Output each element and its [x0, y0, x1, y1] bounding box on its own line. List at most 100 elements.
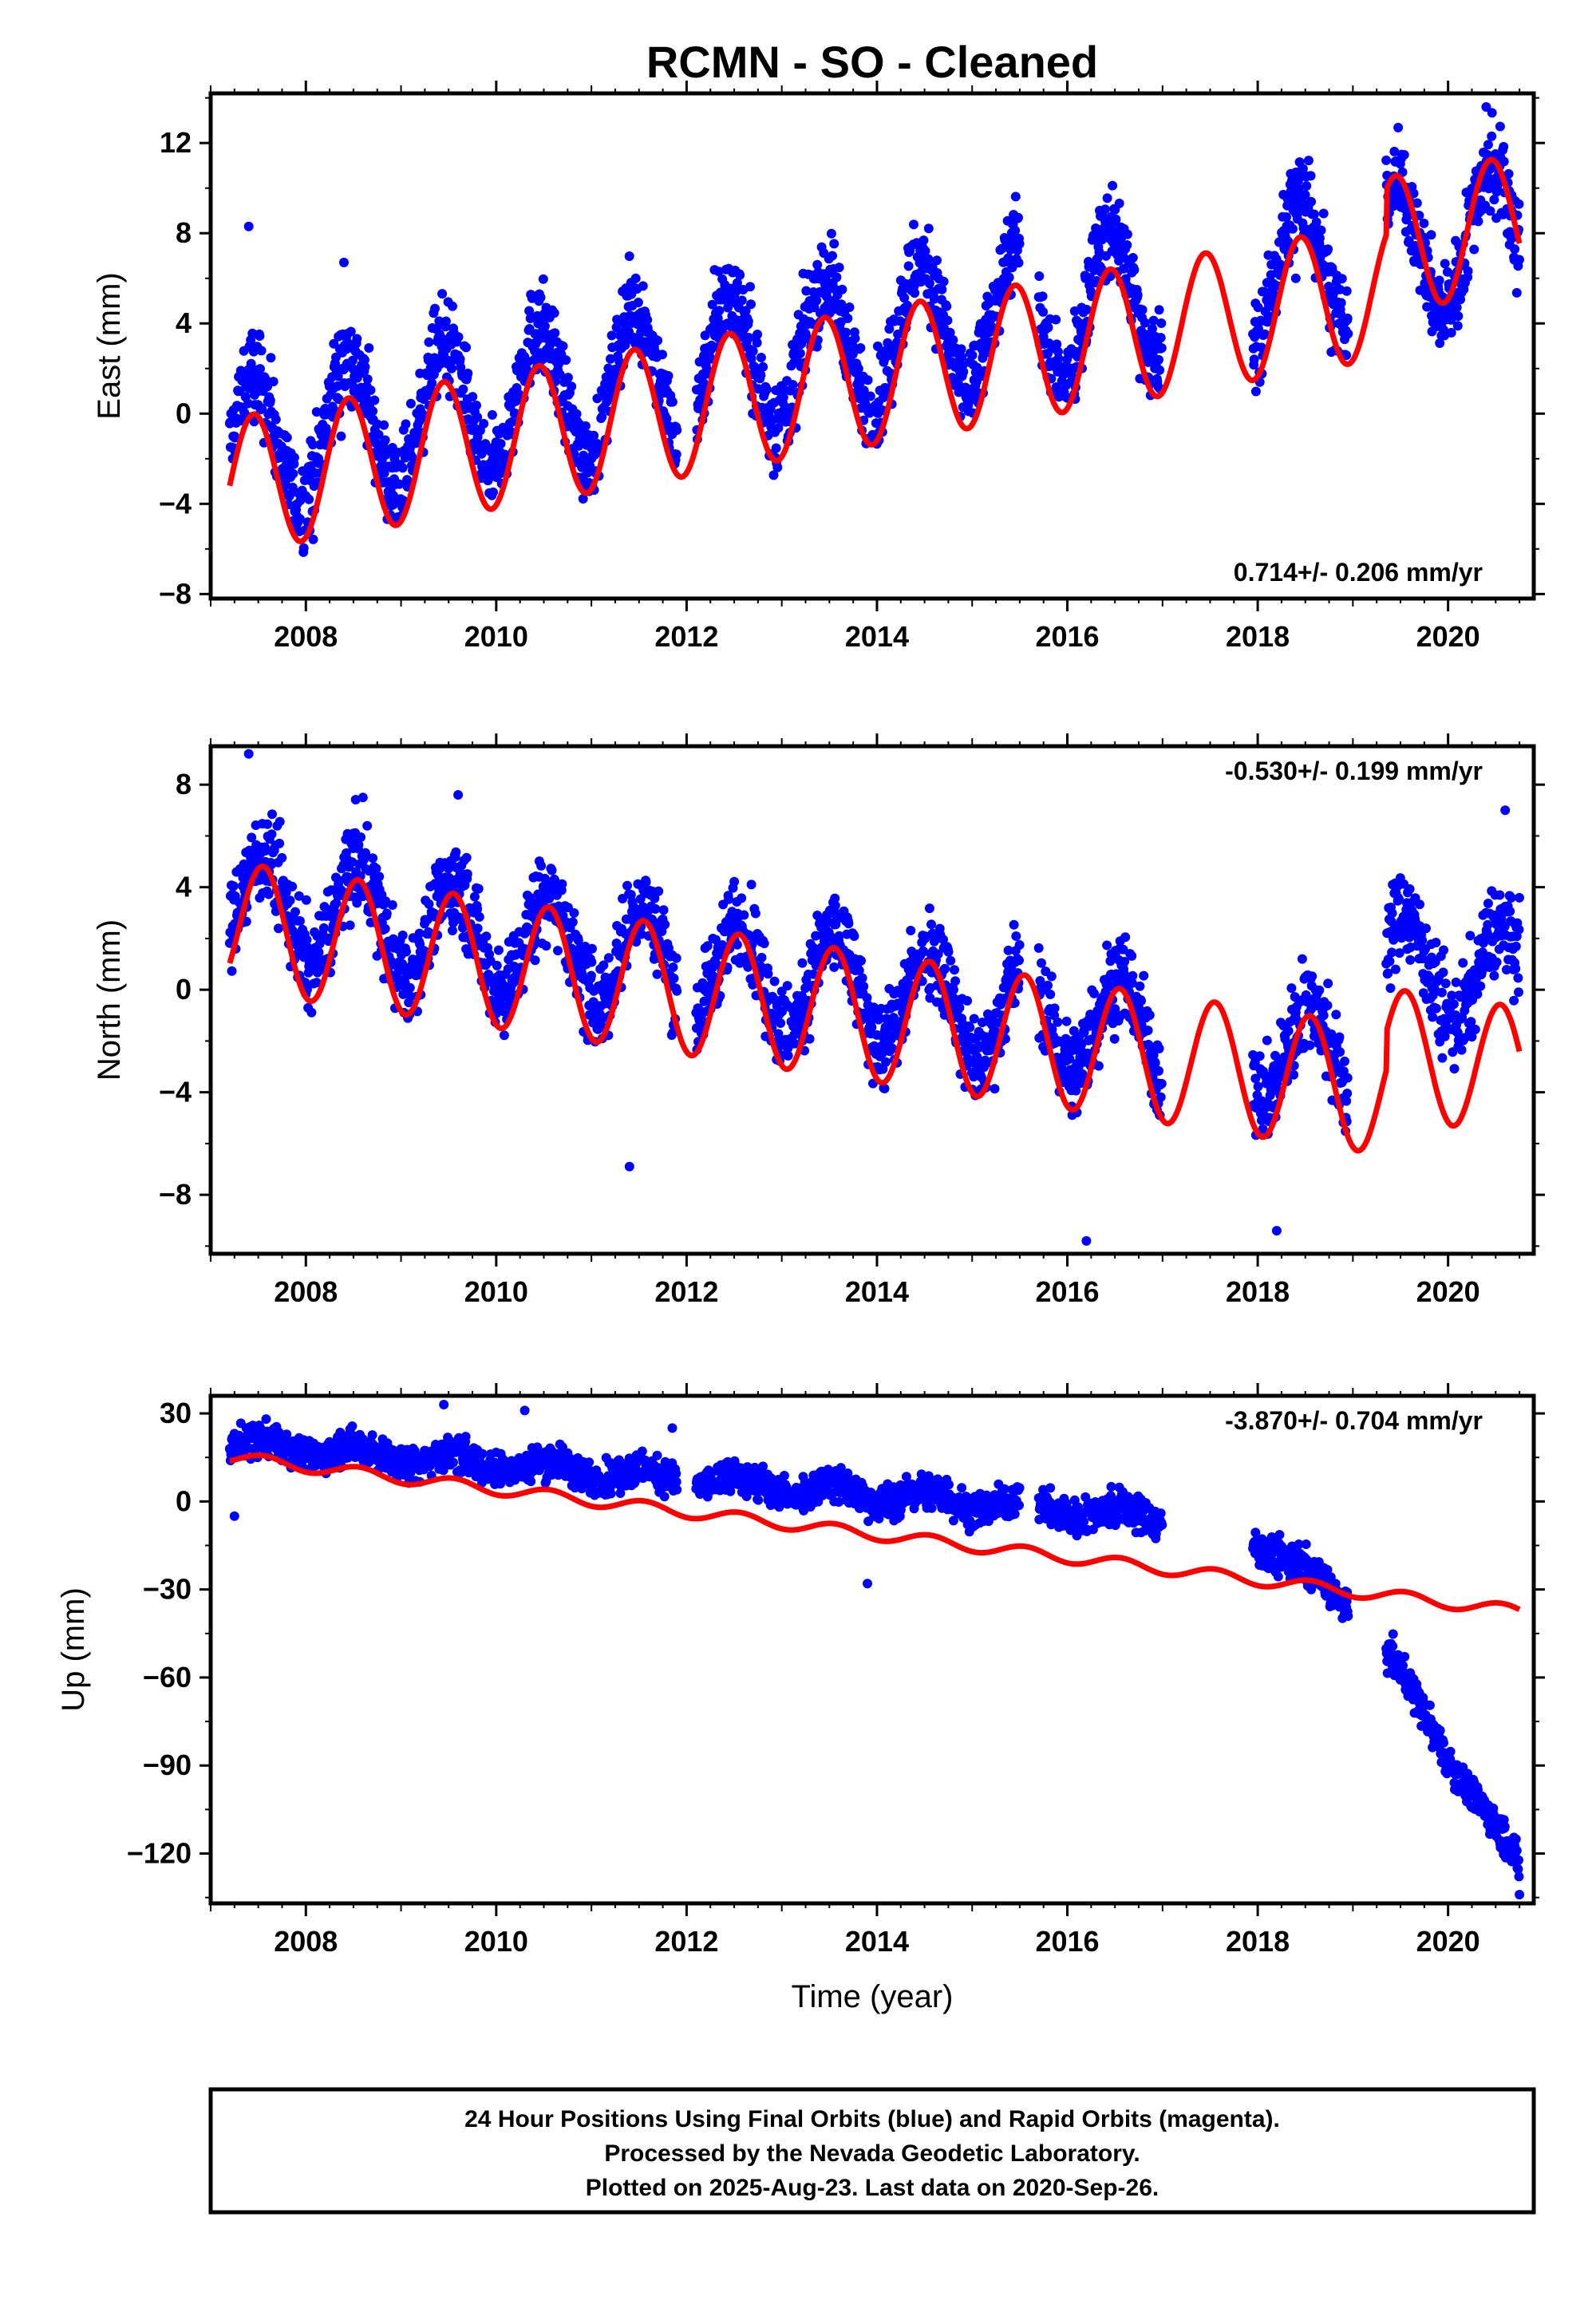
- data-point: [910, 288, 920, 298]
- data-point: [812, 295, 822, 306]
- data-point: [753, 330, 763, 339]
- data-point: [281, 887, 291, 897]
- data-point: [290, 907, 300, 917]
- data-point: [480, 439, 491, 449]
- data-point: [1452, 321, 1463, 331]
- data-point: [1437, 1053, 1448, 1063]
- data-point: [1473, 216, 1483, 227]
- x-tick-label: 2014: [845, 620, 909, 653]
- data-point: [1264, 311, 1274, 322]
- data-point: [967, 350, 978, 361]
- data-point: [778, 393, 788, 402]
- y-tick-label: 8: [176, 216, 192, 249]
- x-tick-label: 2018: [1226, 1275, 1290, 1308]
- x-tick-label: 2018: [1226, 620, 1290, 653]
- data-point: [318, 923, 329, 933]
- data-point: [1412, 198, 1422, 208]
- data-point: [255, 364, 265, 374]
- data-point: [472, 412, 483, 422]
- data-point: [1305, 1040, 1315, 1050]
- data-point: [1156, 333, 1166, 343]
- data-point: [319, 902, 330, 912]
- data-point: [558, 341, 568, 351]
- data-point: [1381, 155, 1392, 165]
- data-point: [606, 330, 617, 341]
- data-point: [362, 820, 373, 831]
- data-point: [748, 346, 758, 356]
- data-point: [1314, 985, 1325, 995]
- data-point: [1111, 214, 1121, 224]
- data-point: [671, 449, 681, 460]
- data-point: [536, 860, 547, 871]
- data-point: [729, 876, 740, 887]
- data-point: [962, 996, 973, 1006]
- data-point: [507, 417, 516, 427]
- data-point: [1483, 184, 1494, 194]
- data-point: [903, 261, 914, 271]
- data-point: [458, 384, 468, 394]
- data-point: [271, 414, 281, 425]
- data-point: [844, 302, 855, 312]
- y-tick-label: −8: [159, 577, 192, 610]
- data-point: [468, 392, 478, 402]
- data-point: [1495, 890, 1505, 900]
- data-point: [1316, 225, 1326, 235]
- data-point: [654, 886, 664, 896]
- data-point: [1156, 1078, 1167, 1089]
- data-point: [853, 364, 863, 373]
- data-point: [453, 332, 464, 342]
- data-point: [563, 373, 573, 383]
- data-point: [461, 852, 472, 863]
- data-point: [1043, 322, 1053, 333]
- data-point: [1340, 1056, 1349, 1066]
- data-point: [311, 407, 322, 417]
- data-point: [365, 385, 376, 395]
- x-tick-label: 2010: [464, 620, 528, 653]
- data-point: [761, 385, 772, 394]
- data-point: [311, 978, 322, 988]
- data-point: [539, 321, 550, 331]
- data-point: [1513, 973, 1523, 983]
- data-point: [287, 926, 298, 936]
- data-point: [1256, 342, 1266, 353]
- data-point: [945, 327, 955, 338]
- data-point: [841, 327, 851, 338]
- data-point: [797, 958, 808, 968]
- data-point: [352, 334, 362, 344]
- data-point: [1037, 958, 1046, 968]
- data-point: [1038, 331, 1049, 342]
- data-point: [1489, 195, 1499, 205]
- data-point: [750, 908, 760, 919]
- data-point: [1481, 102, 1491, 112]
- data-point: [669, 973, 679, 983]
- data-point: [364, 343, 374, 353]
- data-point: [1136, 996, 1146, 1006]
- data-point: [580, 421, 591, 431]
- data-point: [1120, 932, 1131, 943]
- data-point: [243, 749, 254, 759]
- y-tick-label: −8: [159, 1178, 192, 1211]
- data-point: [1439, 945, 1448, 955]
- data-point: [1102, 193, 1112, 204]
- data-point: [606, 354, 615, 364]
- data-point: [451, 847, 461, 857]
- data-point: [1434, 275, 1444, 286]
- data-point: [557, 879, 567, 889]
- data-point: [334, 875, 344, 885]
- data-point: [1137, 305, 1148, 315]
- data-point: [247, 832, 257, 843]
- data-point: [843, 919, 854, 929]
- data-point: [849, 931, 859, 941]
- data-point: [746, 879, 757, 890]
- data-point: [1515, 892, 1524, 903]
- data-point: [1067, 371, 1077, 381]
- data-point: [397, 463, 408, 473]
- data-point: [345, 920, 355, 931]
- data-point: [265, 395, 275, 405]
- data-point: [275, 816, 285, 827]
- data-point: [834, 263, 844, 273]
- data-point: [549, 308, 559, 318]
- data-point: [1271, 1226, 1282, 1236]
